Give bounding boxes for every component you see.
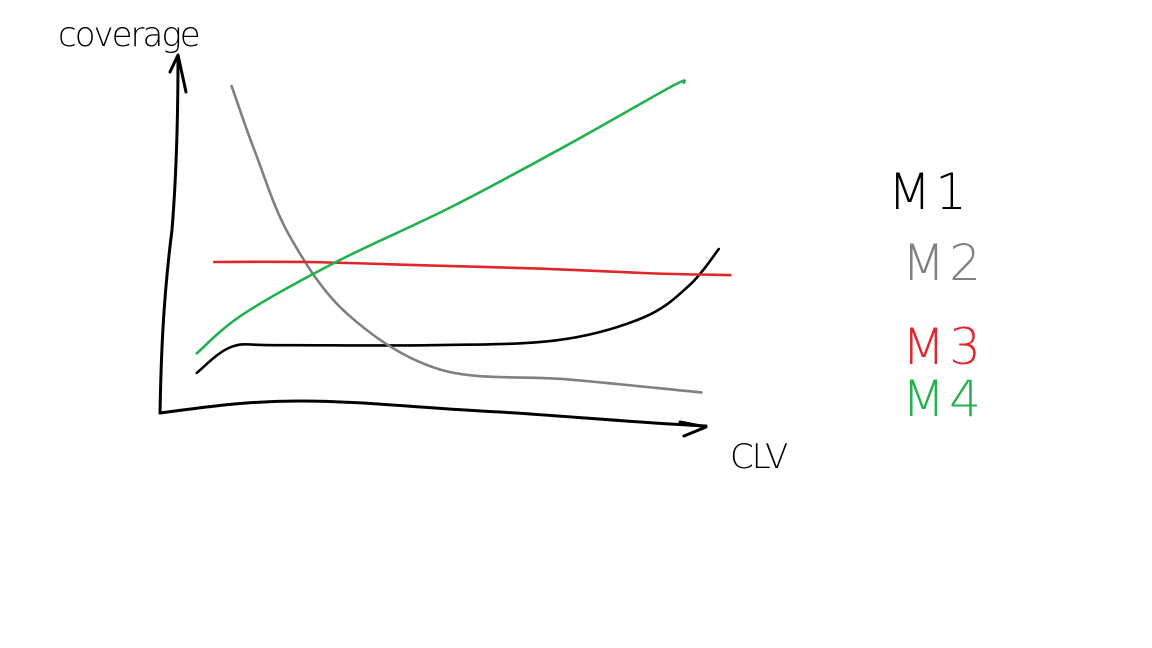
series-line-m2 [230, 84, 703, 394]
legend: M1 M2 M3 M4 [888, 163, 985, 428]
x-axis-arrow [678, 420, 708, 438]
legend-label-m1: M1 [888, 163, 971, 221]
series-line-m1 [195, 247, 721, 375]
legend-label-m4: M4 [902, 370, 985, 428]
y-axis-arrow [168, 53, 188, 94]
legend-label-m3: M3 [902, 318, 985, 376]
x-axis-title: CLV [730, 437, 788, 477]
y-axis-line [158, 55, 180, 415]
series-line-m4 [195, 79, 687, 355]
y-axis-title: coverage [58, 15, 199, 55]
legend-label-m2: M2 [902, 234, 985, 292]
series-group [195, 79, 732, 394]
x-axis-line [158, 399, 708, 428]
series-line-m3 [212, 260, 732, 277]
